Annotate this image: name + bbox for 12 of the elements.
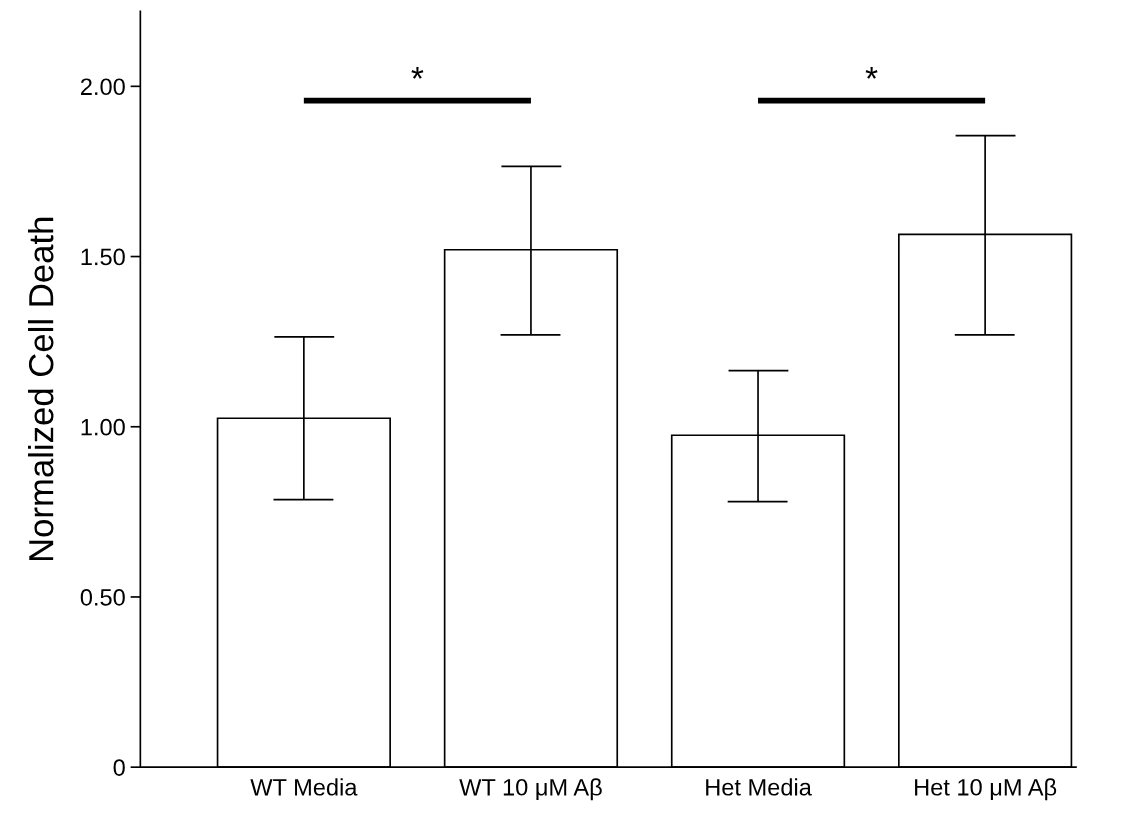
annotation: * [411,66,424,79]
annotation: * [865,66,878,79]
y-tick-label: 1.00 [81,418,125,436]
x-tick-label: WT Media [250,778,358,796]
y-tick-label: 2.00 [81,78,125,96]
x-tick-label: Het Media [706,778,812,796]
x-tick-label: Het 10 μM Aβ [915,778,1057,801]
x-tick-label: WT 10 μM Aβ [459,778,602,801]
y-axis-title: Normalized Cell Death [28,217,54,561]
y-tick-label: 1.50 [81,248,125,266]
y-tick-label: 0.50 [80,589,125,606]
y-tick-label: 0 [113,759,125,776]
